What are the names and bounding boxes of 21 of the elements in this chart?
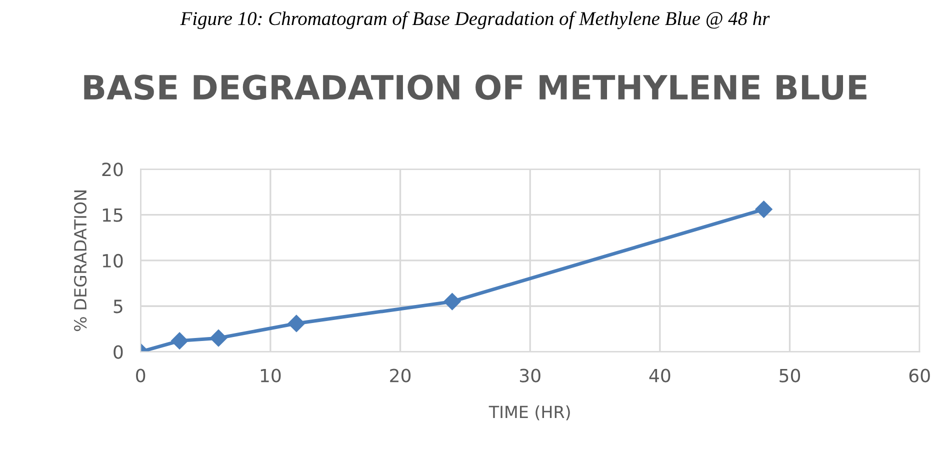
y-tick-label: 15 [102,208,122,222]
x-axis-title: TIME (HR) [488,405,570,420]
x-tick-label: 30 [520,368,540,382]
x-tick-label: 60 [909,368,930,382]
y-tick-label: 0 [114,345,123,359]
x-tick-label: 10 [260,368,281,382]
y-axis-title: % DEGRADATION [74,190,87,332]
y-tick-label: 5 [114,300,122,314]
point [171,332,188,350]
y-tick-label: 10 [102,254,123,268]
point [288,314,305,332]
x-tick-label: 20 [390,368,411,382]
chart-title: BASE DEGRADATION OF METHYLENE BLUE [84,74,866,100]
x-tick-label: 50 [780,368,800,382]
point [755,200,772,218]
x-tick-label: 40 [649,368,670,382]
point [210,330,228,347]
point [444,293,461,310]
y-tick-label: 20 [102,162,123,176]
x-tick-label: 0 [136,368,146,382]
caption: Figure 10: Chromatogram of Base Degradation of Methylene Blue @ 48 hr [180,11,770,30]
